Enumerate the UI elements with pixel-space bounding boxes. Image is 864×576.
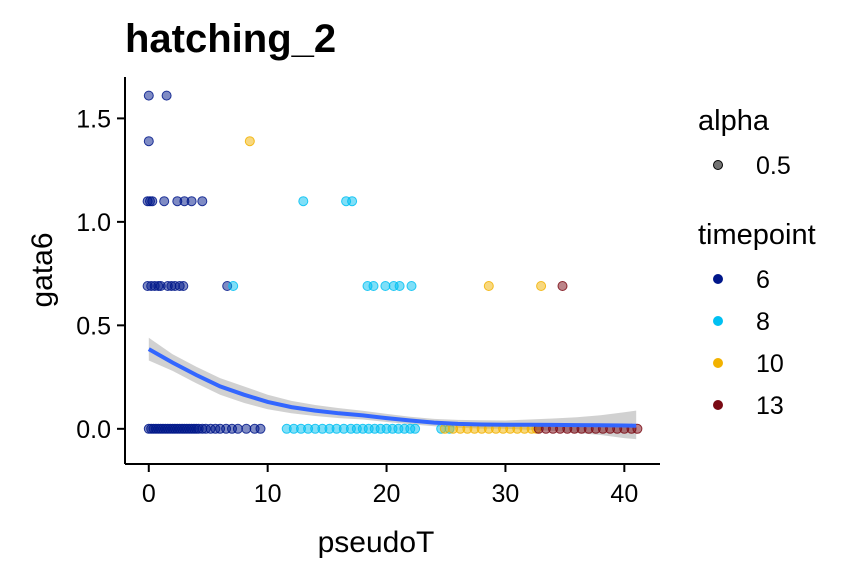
y-tick-label: 0.0: [76, 416, 111, 444]
x-tick-label: 20: [373, 480, 401, 508]
legend-label-alpha: 0.5: [756, 152, 791, 180]
data-point-timepoint-8: [394, 281, 405, 291]
data-point-timepoint-10: [244, 136, 255, 147]
data-point-timepoint-6: [161, 90, 172, 101]
x-tick-label: 40: [610, 480, 638, 508]
data-point-timepoint-6: [241, 423, 252, 434]
data-point-timepoint-10: [536, 281, 547, 291]
data-point-timepoint-6: [232, 423, 243, 434]
x-tick-label: 0: [142, 480, 156, 508]
legend-title-alpha: alpha: [698, 105, 770, 137]
data-point-timepoint-6: [143, 136, 154, 147]
data-point-timepoint-8: [298, 196, 309, 207]
data-point-timepoint-8: [406, 281, 417, 291]
data-point-timepoint-8: [368, 281, 379, 291]
data-point-timepoint-8: [410, 423, 421, 434]
data-point-timepoint-6: [255, 423, 266, 434]
legend-label-timepoint: 13: [756, 392, 784, 420]
x-tick-label: 30: [492, 480, 520, 508]
y-axis-title: gata6: [26, 232, 59, 307]
legend-key-timepoint: [713, 400, 723, 410]
smooth-line-layer: [147, 347, 637, 428]
y-tick-label: 0.5: [76, 312, 111, 340]
x-axis-title: pseudoT: [318, 526, 435, 559]
data-point-timepoint-8: [380, 281, 391, 291]
legend-label-timepoint: 6: [756, 266, 770, 294]
legend-key-alpha: [713, 160, 723, 170]
data-point-timepoint-8: [228, 281, 239, 291]
data-point-timepoint-8: [347, 196, 358, 207]
data-point-timepoint-6: [147, 196, 158, 207]
data-point-timepoint-13: [557, 281, 568, 291]
y-tick-label: 1.0: [76, 209, 111, 237]
data-point-timepoint-6: [178, 281, 189, 291]
x-axis-ticks: 0 10 20 30 40: [142, 464, 638, 508]
smooth-trend-line: [147, 347, 637, 428]
data-point-timepoint-6: [143, 90, 154, 101]
data-point-timepoint-6: [186, 196, 197, 207]
data-point-timepoint-6: [197, 196, 208, 207]
y-tick-label: 1.5: [76, 105, 111, 133]
y-axis-ticks: 0.0 0.5 1.0 1.5: [76, 105, 125, 444]
data-point-timepoint-10: [483, 281, 494, 291]
chart-title: hatching_2: [125, 17, 336, 61]
legend-label-timepoint: 8: [756, 308, 770, 336]
data-point-timepoint-6: [159, 196, 170, 207]
legend-key-timepoint: [713, 358, 723, 368]
legend: alpha 0.5 timepoint 6 8 10 13: [698, 105, 816, 420]
data-point-timepoint-10: [439, 423, 450, 434]
legend-key-timepoint: [713, 316, 723, 326]
legend-key-timepoint: [713, 274, 723, 284]
legend-title-timepoint: timepoint: [698, 219, 816, 251]
legend-label-timepoint: 10: [756, 350, 784, 378]
x-tick-label: 10: [254, 480, 282, 508]
